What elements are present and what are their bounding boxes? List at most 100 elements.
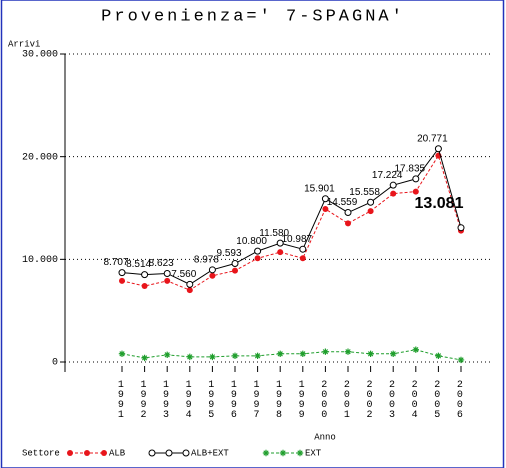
x-tick-label: 2000 [319, 380, 330, 420]
value-label: 17.835 [395, 164, 426, 175]
point [345, 220, 351, 227]
point [299, 350, 306, 357]
point [164, 277, 171, 284]
value-label: 8.514 [126, 259, 151, 270]
point [367, 350, 374, 357]
point [254, 352, 261, 360]
x-tick-label: 1993 [161, 380, 172, 420]
x-tick-label: 2005 [432, 380, 443, 420]
point [322, 348, 329, 355]
legend-label: ALB [109, 448, 126, 458]
value-label: 20.771 [417, 133, 448, 144]
point [141, 283, 148, 290]
point [209, 272, 216, 279]
series-line [121, 147, 462, 285]
x-tick-label: 2003 [387, 380, 398, 420]
value-label: 7.560 [171, 269, 196, 280]
point [148, 449, 156, 457]
x-tick-label: 2001 [341, 380, 352, 420]
x-tick-label: 1994 [183, 380, 194, 420]
chart-title: Provenienza=' 7-SPAGNA' [101, 7, 405, 26]
point [322, 206, 329, 213]
point [141, 354, 148, 362]
x-axis-label: Anno [314, 432, 336, 442]
point [457, 224, 465, 232]
point [299, 255, 306, 262]
x-tick-label: 1996 [228, 380, 239, 420]
point [435, 352, 442, 360]
x-tick-label: 1998 [274, 380, 285, 420]
x-tick-label: 1997 [251, 380, 262, 420]
x-tick-label: 1992 [138, 380, 149, 420]
y-tick-label: 10.000 [22, 255, 58, 266]
value-label: 8.978 [194, 254, 219, 265]
y-tick-label: 20.000 [22, 152, 58, 163]
legend-label: ALB+EXT [191, 448, 229, 458]
point [67, 450, 73, 456]
point [434, 145, 442, 153]
point [344, 348, 352, 355]
point [412, 188, 419, 195]
point [390, 190, 397, 197]
x-tick-label: 2006 [454, 380, 465, 420]
y-tick-label: 0 [52, 358, 58, 369]
point [84, 450, 90, 456]
legend-label: EXT [305, 448, 322, 458]
legend-title: Settore [22, 448, 60, 458]
point [118, 350, 126, 357]
x-tick-label: 2004 [409, 380, 420, 420]
value-label: 13.081 [415, 195, 464, 212]
value-label: 17.224 [372, 170, 403, 181]
value-label: 8.707 [103, 257, 128, 268]
y-axis-label: Arrivi [8, 39, 40, 49]
series-line [121, 349, 462, 361]
point [209, 353, 216, 361]
value-label: 15.901 [304, 183, 335, 194]
value-label: 10.987 [282, 234, 313, 245]
x-tick-label: 1995 [206, 380, 217, 420]
point [231, 260, 239, 268]
point [277, 249, 284, 256]
point [118, 269, 126, 277]
point [277, 350, 284, 357]
series [119, 152, 464, 294]
point [208, 266, 216, 274]
point [186, 287, 193, 294]
point [182, 449, 190, 457]
point [344, 209, 352, 217]
point [186, 280, 194, 288]
y-tick-label: 30.000 [22, 50, 58, 61]
point [299, 245, 307, 253]
point [232, 267, 238, 274]
point [412, 346, 419, 353]
point [254, 255, 261, 262]
point [321, 195, 329, 203]
point [412, 175, 420, 183]
x-tick-label: 1991 [115, 380, 126, 420]
point [119, 277, 125, 284]
point [279, 449, 287, 457]
value-label: 11.580 [259, 228, 289, 239]
value-label: 8.623 [149, 258, 174, 269]
point [254, 247, 262, 255]
point [186, 353, 193, 361]
point [389, 181, 397, 189]
point [231, 352, 239, 360]
value-label: 9.593 [216, 248, 241, 259]
point [101, 450, 107, 456]
point [276, 239, 284, 247]
point [457, 356, 465, 364]
point [262, 449, 270, 457]
x-tick-label: 2002 [364, 380, 375, 420]
x-tick-label: 1999 [296, 380, 307, 420]
series [118, 346, 465, 364]
point [165, 449, 173, 457]
value-label: 14.559 [327, 197, 358, 208]
point [141, 271, 149, 279]
value-label: 10.800 [236, 236, 267, 247]
series-line [121, 154, 462, 291]
point [163, 269, 171, 277]
